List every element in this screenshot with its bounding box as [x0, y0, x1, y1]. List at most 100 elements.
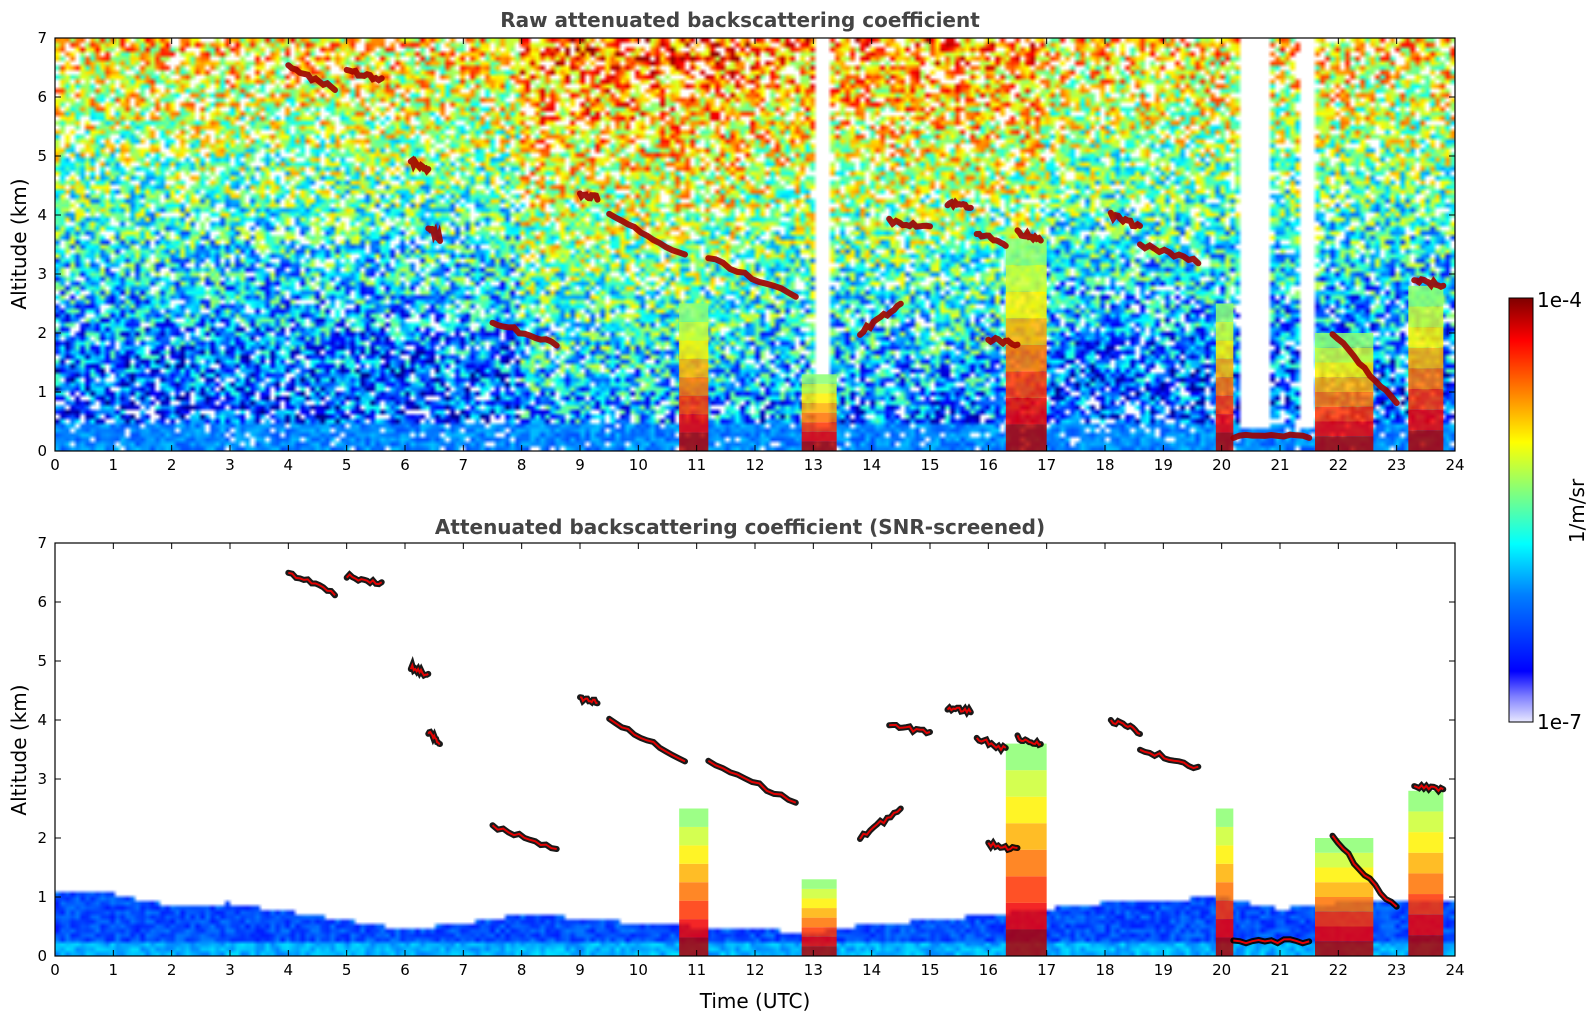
cloud-layer — [1014, 227, 1044, 244]
signal-column — [679, 863, 709, 883]
x-tick-label: 4 — [284, 456, 294, 474]
x-tick-label: 17 — [1037, 961, 1056, 979]
x-tick-label: 8 — [517, 961, 527, 979]
signal-column — [1315, 941, 1374, 956]
y-tick-label: 2 — [37, 324, 47, 342]
cloud-layer-core — [1016, 734, 1042, 747]
signal-column — [1215, 432, 1234, 451]
signal-column — [801, 879, 837, 889]
signal-column — [801, 917, 837, 928]
cloud-layer-core — [889, 724, 931, 735]
x-tick-label: 11 — [687, 456, 706, 474]
signal-column — [801, 422, 837, 432]
x-tick-label: 3 — [225, 961, 235, 979]
signal-column — [1005, 770, 1047, 797]
signal-column — [1005, 397, 1047, 425]
signal-column — [1315, 436, 1374, 451]
panel-screened-heatmap — [55, 543, 1455, 956]
signal-column — [1215, 377, 1234, 396]
signal-column — [1408, 873, 1444, 895]
cloud-layer — [1137, 241, 1202, 267]
cloud-layer-core — [1233, 938, 1310, 945]
y-tick-label: 2 — [37, 829, 47, 847]
signal-column — [1315, 392, 1374, 407]
signal-column — [1005, 291, 1047, 319]
signal-column — [801, 383, 837, 394]
signal-column — [1215, 321, 1234, 341]
signal-column — [1005, 929, 1047, 956]
x-tick-label: 9 — [575, 456, 585, 474]
signal-column — [679, 358, 709, 378]
signal-column — [1408, 327, 1444, 348]
colorbar-unit-label: 1/m/sr — [1565, 478, 1589, 543]
signal-column — [1408, 347, 1444, 369]
signal-column — [801, 431, 837, 442]
panel-raw-axes: 0 1 2 3 4 5 6 7 8 9 10 11 12 13 14 15 16 17 18 19 20 21 22 23 24… — [37, 29, 1464, 474]
colorbar-min-label: 1e-7 — [1537, 710, 1582, 734]
x-tick-label: 18 — [1095, 961, 1114, 979]
y-tick-label: 7 — [37, 534, 47, 552]
colorbar: 1e-4 1e-7 1/m/sr — [1508, 288, 1589, 734]
x-tick-label: 7 — [459, 961, 469, 979]
cloud-layer — [1107, 209, 1143, 230]
panel-raw: Raw attenuated backscattering coefficien… — [7, 8, 1465, 474]
panel-screened-title: Attenuated backscattering coefficient (S… — [435, 515, 1045, 539]
signal-column — [1215, 303, 1234, 322]
signal-column — [679, 395, 709, 415]
signal-column — [801, 946, 837, 956]
cloud-layer-core — [345, 573, 383, 586]
x-tick-label: 2 — [167, 456, 177, 474]
x-tick-label: 22 — [1329, 456, 1348, 474]
signal-column — [679, 432, 709, 451]
y-tick-label: 7 — [37, 29, 47, 47]
x-tick-label: 21 — [1270, 961, 1289, 979]
signal-column — [801, 936, 837, 947]
panel-screened-axes: 0 1 2 3 4 5 6 7 8 9 10 11 12 13 14 15 16 17 18 19 20 21 22 23 24… — [37, 534, 1464, 979]
signal-column — [1408, 409, 1444, 431]
cloud-layer-core — [409, 662, 429, 677]
x-tick-label: 6 — [400, 961, 410, 979]
signal-column — [1315, 911, 1374, 927]
x-tick-label: 16 — [979, 456, 998, 474]
cloud-layer-core — [1413, 783, 1444, 793]
y-tick-label: 1 — [37, 888, 47, 906]
cloud-layer-core — [859, 807, 902, 840]
signal-column — [1005, 424, 1047, 451]
signal-column — [679, 937, 709, 956]
y-tick-label: 0 — [37, 442, 47, 460]
x-tick-label: 1 — [109, 456, 119, 474]
signal-column — [1215, 395, 1234, 415]
signal-column — [1408, 285, 1444, 307]
x-tick-label: 0 — [50, 456, 60, 474]
signal-column — [1315, 926, 1374, 942]
x-tick-label: 15 — [920, 961, 939, 979]
x-tick-label: 17 — [1037, 456, 1056, 474]
colorbar-max-label: 1e-4 — [1537, 288, 1582, 312]
x-tick-label: 11 — [687, 961, 706, 979]
cloud-layer — [985, 334, 1021, 349]
cloud-layer — [489, 319, 560, 349]
signal-column — [1215, 900, 1234, 920]
signal-column — [679, 845, 709, 864]
signal-column — [801, 898, 837, 909]
x-tick-label: 5 — [342, 961, 352, 979]
y-tick-label: 6 — [37, 88, 47, 106]
signal-column — [679, 900, 709, 920]
x-tick-label: 5 — [342, 456, 352, 474]
cloud-layer-core — [1110, 719, 1141, 735]
x-tick-label: 24 — [1445, 456, 1464, 474]
x-tick-label: 7 — [459, 456, 469, 474]
signal-column — [1215, 808, 1234, 827]
signal-column — [1215, 826, 1234, 846]
signal-column — [1408, 914, 1444, 936]
x-tick-label: 20 — [1212, 456, 1231, 474]
cloud-layer — [1411, 276, 1447, 291]
signal-column — [1215, 358, 1234, 378]
signal-column — [1408, 894, 1444, 915]
x-tick-label: 15 — [920, 456, 939, 474]
x-tick-label: 19 — [1154, 456, 1173, 474]
signal-column — [679, 808, 709, 827]
cloud-layer — [285, 62, 338, 93]
cloud-layer-core — [707, 759, 797, 804]
